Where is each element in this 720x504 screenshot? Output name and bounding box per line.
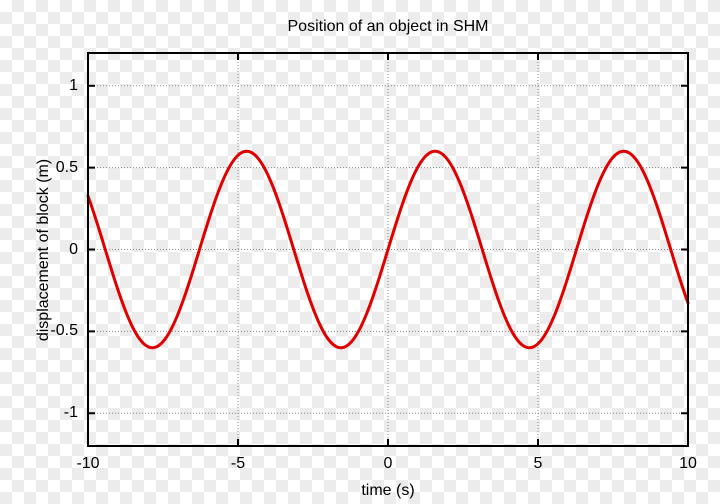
y-tick-label: 0	[69, 240, 78, 258]
x-tick-label: 0	[383, 455, 393, 472]
x-tick-label: -5	[230, 455, 246, 472]
y-tick-label: -0.5	[50, 322, 78, 340]
x-axis-label: time (s)	[361, 482, 415, 499]
chart-title: Position of an object in SHM	[287, 18, 489, 35]
x-tick-label: -10	[76, 455, 100, 472]
x-tick-label: 5	[533, 455, 543, 472]
y-axis-label: displacement of block (m)	[35, 158, 52, 342]
plot-frame	[87, 52, 689, 447]
x-tick-label: 10	[679, 455, 697, 472]
y-tick-label: 0.5	[55, 158, 78, 176]
y-tick-label: 1	[69, 76, 78, 94]
y-tick-label: -1	[63, 404, 78, 422]
shm-curve	[86, 149, 690, 350]
